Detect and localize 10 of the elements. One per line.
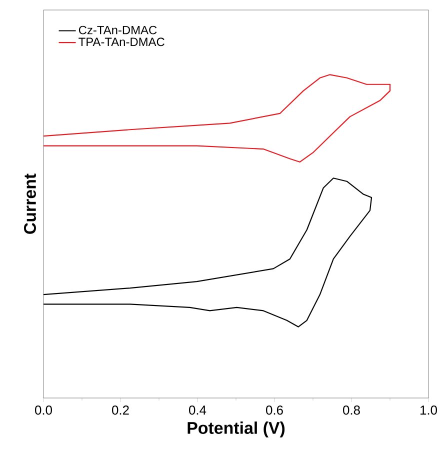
legend-label: TPA-TAn-DMAC: [78, 38, 164, 46]
x-tick-label: 1.0: [420, 406, 438, 415]
x-tick-label: 0.6: [266, 406, 283, 415]
x-tick-label: 0.8: [343, 406, 360, 415]
legend-label: Cz-TAn-DMAC: [78, 26, 157, 34]
x-tick-label: 0.0: [35, 406, 52, 415]
x-tick-label: 0.4: [189, 406, 206, 415]
y-axis-title: Current: [24, 174, 36, 234]
x-axis-title: Potential (V): [188, 422, 285, 438]
x-tick-label: 0.2: [112, 406, 129, 415]
